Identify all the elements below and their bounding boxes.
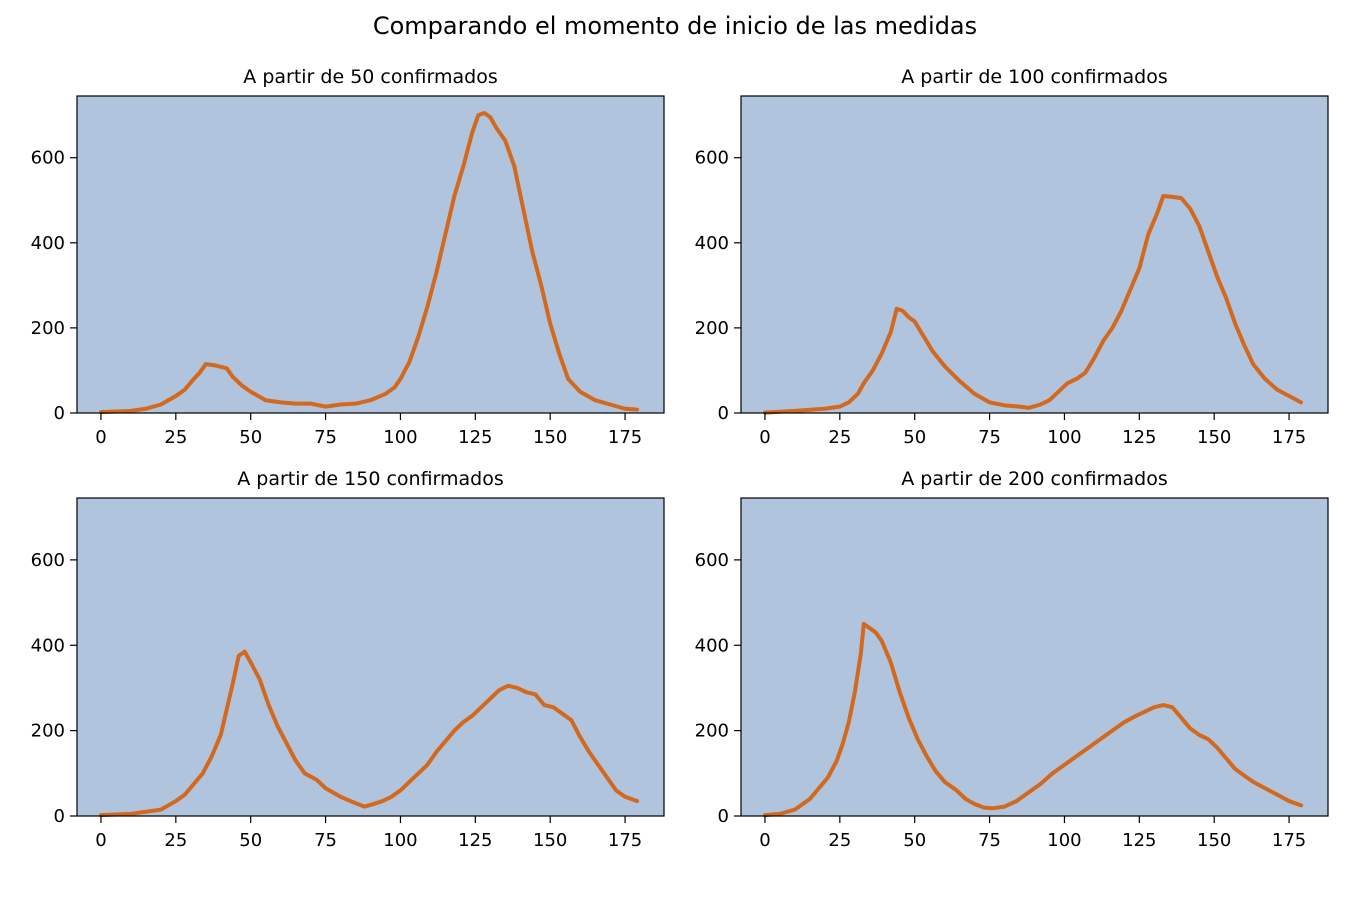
panel-title: A partir de 150 confirmados bbox=[237, 468, 504, 490]
y-tick-label: 400 bbox=[695, 635, 729, 656]
x-tick-label: 75 bbox=[978, 830, 1001, 851]
x-tick-label: 125 bbox=[1122, 427, 1156, 448]
panel-4: 0 25 50 75 100 125 150 175 0 200 400 600 A partir de… bbox=[695, 468, 1329, 851]
panel-title: A partir de 200 confirmados bbox=[901, 468, 1168, 490]
x-tick-label: 25 bbox=[828, 427, 851, 448]
x-tick-label: 150 bbox=[1197, 830, 1231, 851]
x-tick-label: 75 bbox=[978, 427, 1001, 448]
x-tick-label: 25 bbox=[164, 427, 187, 448]
x-tick-label: 125 bbox=[458, 830, 492, 851]
y-tick-label: 200 bbox=[31, 721, 65, 742]
x-tick-label: 0 bbox=[95, 830, 106, 851]
x-tick-label: 150 bbox=[533, 427, 567, 448]
y-tick-label: 0 bbox=[718, 403, 729, 424]
series-line-1 bbox=[98, 649, 640, 818]
plot-frame bbox=[76, 95, 665, 414]
x-tick-label: 150 bbox=[533, 830, 567, 851]
plot-frame bbox=[740, 95, 1329, 414]
y-tick-label: 200 bbox=[695, 318, 729, 339]
x-tick-label: 125 bbox=[458, 427, 492, 448]
y-tick-label: 0 bbox=[718, 806, 729, 827]
x-tick-label: 75 bbox=[314, 830, 337, 851]
x-tick-label: 100 bbox=[383, 427, 417, 448]
y-tick-label: 200 bbox=[695, 721, 729, 742]
y-tick-label: 400 bbox=[31, 233, 65, 254]
panel-title: A partir de 50 confirmados bbox=[243, 66, 497, 88]
x-tick-label: 125 bbox=[1122, 830, 1156, 851]
y-tick-label: 200 bbox=[31, 318, 65, 339]
x-tick-label: 25 bbox=[164, 830, 187, 851]
figure-title: Comparando el momento de inicio de las m… bbox=[372, 12, 978, 40]
x-tick-label: 175 bbox=[1272, 427, 1306, 448]
x-tick-label: 0 bbox=[95, 427, 106, 448]
panel-title: A partir de 100 confirmados bbox=[901, 66, 1168, 88]
panel-2: 0 25 50 75 100 125 150 175 0 200 400 600 A partir de… bbox=[695, 66, 1329, 448]
x-tick-label: 25 bbox=[828, 830, 851, 851]
plot-area bbox=[741, 96, 1328, 413]
y-tick-label: 600 bbox=[31, 550, 65, 571]
plot-area bbox=[741, 498, 1328, 816]
y-tick-label: 600 bbox=[695, 148, 729, 169]
y-tick-label: 600 bbox=[695, 550, 729, 571]
x-tick-label: 50 bbox=[239, 830, 262, 851]
plot-frame bbox=[76, 497, 665, 817]
x-tick-label: 100 bbox=[1047, 830, 1081, 851]
series-line-1 bbox=[98, 111, 640, 415]
x-tick-label: 0 bbox=[759, 427, 770, 448]
x-tick-label: 0 bbox=[759, 830, 770, 851]
x-tick-label: 75 bbox=[314, 427, 337, 448]
x-tick-label: 50 bbox=[903, 830, 926, 851]
x-tick-label: 175 bbox=[608, 427, 642, 448]
y-tick-label: 0 bbox=[54, 806, 65, 827]
x-tick-label: 100 bbox=[383, 830, 417, 851]
plot-area bbox=[77, 96, 664, 413]
x-tick-label: 50 bbox=[239, 427, 262, 448]
panel-3: 0 25 50 75 100 125 150 175 0 200 400 600 A partir de… bbox=[31, 468, 665, 851]
x-tick-label: 175 bbox=[608, 830, 642, 851]
x-tick-label: 100 bbox=[1047, 427, 1081, 448]
x-tick-label: 175 bbox=[1272, 830, 1306, 851]
x-tick-label: 150 bbox=[1197, 427, 1231, 448]
y-tick-label: 400 bbox=[31, 635, 65, 656]
series-line-1 bbox=[762, 193, 1304, 415]
x-tick-label: 50 bbox=[903, 427, 926, 448]
y-tick-label: 600 bbox=[31, 148, 65, 169]
y-tick-label: 0 bbox=[54, 403, 65, 424]
plot-area bbox=[77, 498, 664, 816]
series-line-1 bbox=[762, 621, 1304, 818]
panel-1: 0 25 50 75 100 125 150 175 0 200 400 600 A partir de… bbox=[31, 66, 665, 448]
y-tick-label: 400 bbox=[695, 233, 729, 254]
plot-frame bbox=[740, 497, 1329, 817]
